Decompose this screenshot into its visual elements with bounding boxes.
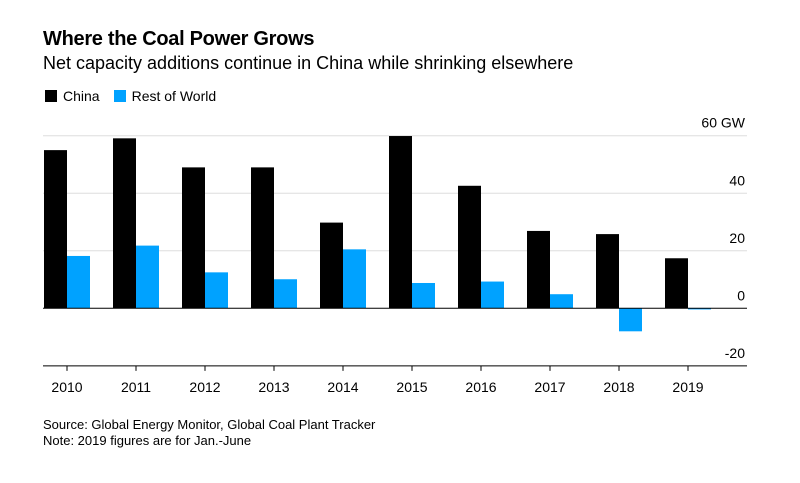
legend-swatch-rest-of-world bbox=[113, 90, 126, 102]
legend-label-rest-of-world: Rest of World bbox=[131, 88, 217, 104]
bar-rest-of-world-2012 bbox=[205, 272, 228, 309]
x-tick-label: 2012 bbox=[189, 379, 220, 395]
bar-china-2014 bbox=[320, 222, 343, 309]
y-tick-label: 20 bbox=[729, 230, 745, 246]
chart-subtitle: Net capacity additions continue in China… bbox=[43, 53, 574, 73]
y-tick-label: 0 bbox=[737, 287, 745, 303]
bar-china-2010 bbox=[44, 150, 67, 309]
bar-china-2015 bbox=[389, 136, 412, 309]
source-note: Source: Global Energy Monitor, Global Co… bbox=[43, 417, 376, 432]
bar-rest-of-world-2017 bbox=[550, 294, 573, 309]
footnote: Note: 2019 figures are for Jan.-June bbox=[43, 433, 252, 448]
x-tick-label: 2013 bbox=[258, 379, 289, 395]
bar-rest-of-world-2013 bbox=[274, 279, 297, 309]
legend: China Rest of World bbox=[45, 88, 230, 104]
bar-rest-of-world-2016 bbox=[481, 281, 504, 309]
y-tick-label: 60 GW bbox=[701, 115, 745, 131]
bar-china-2013 bbox=[251, 167, 274, 309]
bar-china-2019 bbox=[665, 258, 688, 309]
x-tick-label: 2010 bbox=[51, 379, 82, 395]
bar-china-2011 bbox=[113, 138, 136, 309]
y-tick-label: 40 bbox=[729, 172, 745, 188]
bar-rest-of-world-2015 bbox=[412, 282, 435, 309]
chart-title: Where the Coal Power Grows bbox=[43, 28, 315, 50]
bar-rest-of-world-2011 bbox=[136, 245, 159, 309]
bar-rest-of-world-2010 bbox=[67, 255, 90, 309]
x-tick-label: 2019 bbox=[672, 379, 703, 395]
y-tick-label: -20 bbox=[725, 345, 745, 361]
x-tick-label: 2018 bbox=[603, 379, 634, 395]
legend-swatch-china bbox=[45, 90, 57, 102]
x-tick-label: 2011 bbox=[121, 379, 151, 395]
x-tick-label: 2014 bbox=[327, 379, 358, 395]
legend-label-china: China bbox=[63, 88, 100, 104]
bar-china-2016 bbox=[458, 185, 481, 309]
bar-china-2017 bbox=[527, 230, 550, 309]
x-tick-label: 2015 bbox=[396, 379, 427, 395]
bar-rest-of-world-2018 bbox=[619, 308, 642, 332]
legend-item-china: China bbox=[45, 88, 100, 104]
bar-rest-of-world-2014 bbox=[343, 249, 366, 309]
x-tick-label: 2016 bbox=[465, 379, 496, 395]
x-tick-label: 2017 bbox=[534, 379, 565, 395]
bar-china-2012 bbox=[182, 167, 205, 309]
bar-china-2018 bbox=[596, 234, 619, 309]
legend-item-rest-of-world: Rest of World bbox=[113, 88, 217, 104]
bar-rest-of-world-2019 bbox=[688, 308, 711, 310]
